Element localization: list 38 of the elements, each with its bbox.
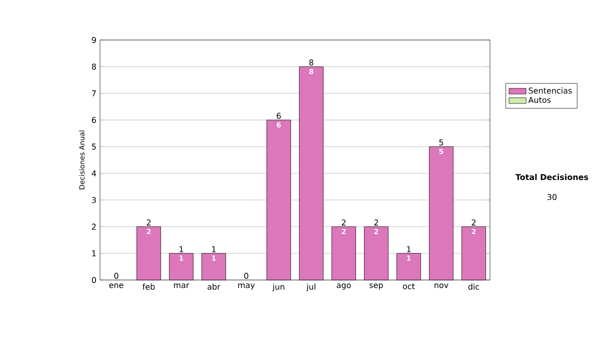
text: Total Decisiones [515,174,588,180]
legend-label: Sentencias [528,87,572,94]
total-label: 2 [374,220,378,226]
total-label: 1 [180,246,184,252]
x-tick-label: dic [468,284,480,290]
total-label: 2 [472,220,476,226]
total-label: 5 [439,140,444,146]
y-tick-label: 0 [92,276,96,284]
total-label: 6 [276,112,281,119]
x-tick-label: nov [434,284,448,288]
total-label: 0 [114,272,118,279]
total-label: 2 [342,220,346,226]
total-label: 1 [407,246,411,252]
total-label: 1 [212,246,216,252]
x-tick-label: mar [174,284,190,288]
y-tick-label: 7 [92,90,96,96]
x-tick-label: oct [402,284,415,290]
x-tick-label: abr [208,284,220,290]
x-tick-label: jun [272,284,284,292]
total-label: 2 [146,220,150,226]
y-tick-label: 3 [92,196,96,204]
y-tick-label: 8 [92,64,96,70]
total-label: 8 [309,59,314,66]
total-label: 0 [244,272,248,279]
y-tick-label: 4 [92,170,96,176]
y-tick-label: 5 [92,144,96,150]
y-tick-label: 6 [92,116,96,124]
x-tick-label: feb [142,284,155,290]
y-tick-label: 2 [92,224,96,230]
x-tick-label: sep [370,284,383,290]
legend-label: Autos [528,96,551,103]
text: 30 [548,194,557,200]
x-tick-label: jul [306,284,316,292]
y-tick-label: 1 [92,250,96,256]
x-tick-label: ago [336,284,351,290]
y-tick-label: 9 [92,36,96,44]
x-tick-label: may [238,284,255,290]
x-tick-label: ene [109,284,124,288]
